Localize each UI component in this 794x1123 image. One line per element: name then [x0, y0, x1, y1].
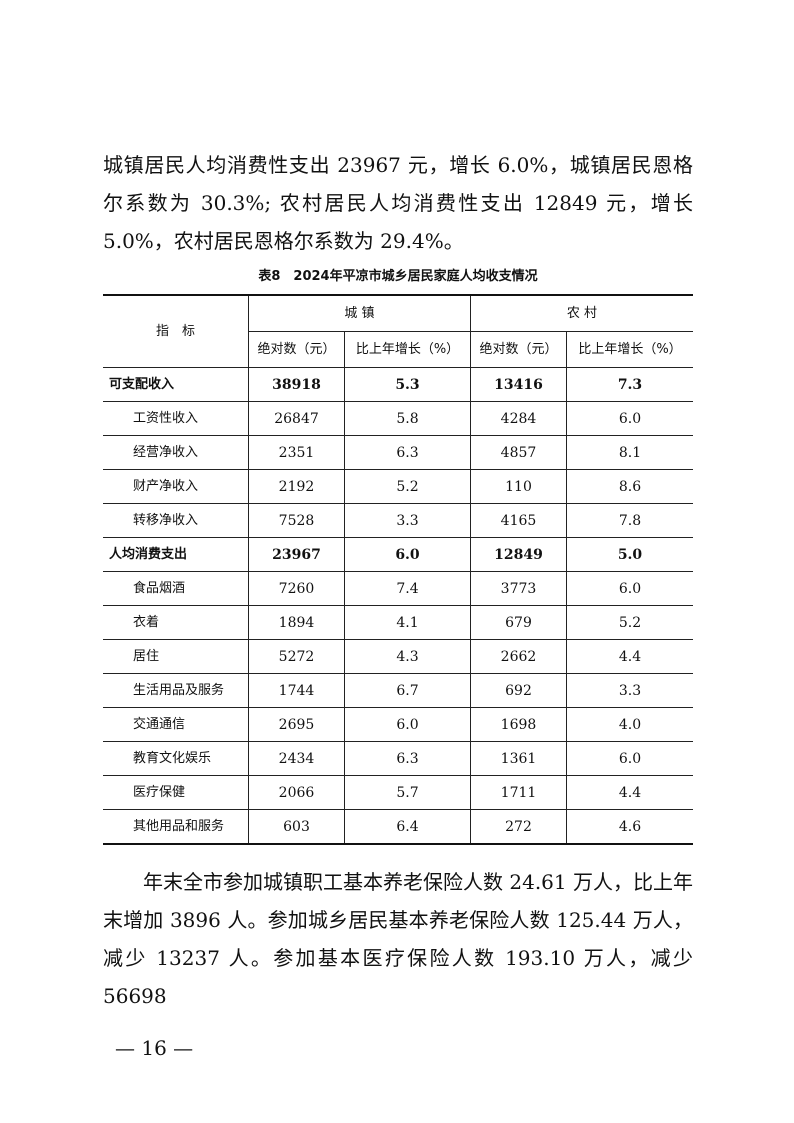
row-label: 衣着 — [103, 605, 249, 640]
urban-abs: 1744 — [248, 673, 345, 708]
urban-growth: 6.0 — [344, 707, 471, 742]
rural-abs: 2662 — [470, 639, 567, 674]
rural-growth: 6.0 — [566, 571, 693, 606]
row-label: 食品烟酒 — [103, 571, 249, 606]
table-caption: 表8 2024年平凉市城乡居民家庭人均收支情况 — [258, 269, 538, 284]
rural-abs: 12849 — [470, 537, 567, 572]
urban-growth: 5.2 — [344, 469, 471, 504]
rural-abs: 692 — [470, 673, 567, 708]
rural-growth: 4.4 — [566, 639, 693, 674]
urban-growth: 5.7 — [344, 775, 471, 810]
rural-abs: 1698 — [470, 707, 567, 742]
rural-growth: 4.6 — [566, 809, 693, 845]
row-label: 人均消费支出 — [103, 537, 249, 572]
row-label: 居住 — [103, 639, 249, 674]
paragraph-text: 年末全市参加城镇职工基本养老保险人数 24.61 万人，比上年末增加 3896 … — [103, 870, 693, 1008]
urban-abs: 26847 — [248, 401, 345, 436]
table-row: 衣着 1894 4.1 679 5.2 — [103, 605, 693, 640]
row-label: 经营净收入 — [103, 435, 249, 470]
row-label: 可支配收入 — [103, 367, 249, 402]
urban-growth: 6.3 — [344, 741, 471, 776]
rural-abs: 679 — [470, 605, 567, 640]
row-label: 工资性收入 — [103, 401, 249, 436]
table-row: 教育文化娱乐 2434 6.3 1361 6.0 — [103, 741, 693, 776]
table-row: 财产净收入 2192 5.2 110 8.6 — [103, 469, 693, 504]
table-row: 居住 5272 4.3 2662 4.4 — [103, 639, 693, 674]
urban-abs: 603 — [248, 809, 345, 845]
table-row: 人均消费支出 23967 6.0 12849 5.0 — [103, 537, 693, 572]
header-rural-abs: 绝对数（元） — [470, 331, 567, 368]
urban-growth: 6.3 — [344, 435, 471, 470]
table-row: 食品烟酒 7260 7.4 3773 6.0 — [103, 571, 693, 606]
urban-abs: 5272 — [248, 639, 345, 674]
rural-growth: 8.6 — [566, 469, 693, 504]
urban-abs: 38918 — [248, 367, 345, 402]
table-row: 转移净收入 7528 3.3 4165 7.8 — [103, 503, 693, 538]
rural-abs: 272 — [470, 809, 567, 845]
rural-growth: 6.0 — [566, 401, 693, 436]
urban-growth: 6.0 — [344, 537, 471, 572]
rural-growth: 7.8 — [566, 503, 693, 538]
row-label: 医疗保健 — [103, 775, 249, 810]
header-rural: 农 村 — [470, 294, 693, 332]
header-indicator: 指 标 — [103, 294, 249, 368]
rural-growth: 4.0 — [566, 707, 693, 742]
urban-growth: 5.8 — [344, 401, 471, 436]
table-row: 经营净收入 2351 6.3 4857 8.1 — [103, 435, 693, 470]
page-number: — 16 — — [115, 1036, 194, 1060]
urban-growth: 3.3 — [344, 503, 471, 538]
urban-growth: 7.4 — [344, 571, 471, 606]
row-label: 生活用品及服务 — [103, 673, 249, 708]
urban-abs: 2434 — [248, 741, 345, 776]
urban-abs: 2066 — [248, 775, 345, 810]
rural-abs: 4857 — [470, 435, 567, 470]
table-row: 医疗保健 2066 5.7 1711 4.4 — [103, 775, 693, 810]
row-label: 财产净收入 — [103, 469, 249, 504]
row-label: 交通通信 — [103, 707, 249, 742]
header-urban: 城 镇 — [248, 294, 471, 332]
rural-growth: 6.0 — [566, 741, 693, 776]
header-urban-abs: 绝对数（元） — [248, 331, 345, 368]
urban-growth: 6.7 — [344, 673, 471, 708]
income-expenditure-table: 指 标 城 镇 农 村 绝对数（元） 比上年增长（%） 绝对数（元） 比上年增长… — [103, 294, 693, 845]
urban-growth: 4.1 — [344, 605, 471, 640]
header-rural-growth: 比上年增长（%） — [566, 331, 693, 368]
rural-growth: 5.2 — [566, 605, 693, 640]
rural-abs: 3773 — [470, 571, 567, 606]
table-row: 工资性收入 26847 5.8 4284 6.0 — [103, 401, 693, 436]
urban-abs: 2351 — [248, 435, 345, 470]
paragraph-text: 城镇居民人均消费性支出 23967 元，增长 6.0%，城镇居民恩格尔系数为 3… — [103, 153, 693, 253]
rural-growth: 5.0 — [566, 537, 693, 572]
urban-growth: 5.3 — [344, 367, 471, 402]
header-urban-growth: 比上年增长（%） — [344, 331, 471, 368]
urban-abs: 23967 — [248, 537, 345, 572]
rural-abs: 1361 — [470, 741, 567, 776]
table-row: 可支配收入 38918 5.3 13416 7.3 — [103, 367, 693, 402]
table-row: 交通通信 2695 6.0 1698 4.0 — [103, 707, 693, 742]
urban-growth: 6.4 — [344, 809, 471, 845]
rural-growth: 8.1 — [566, 435, 693, 470]
row-label: 其他用品和服务 — [103, 809, 249, 845]
rural-growth: 3.3 — [566, 673, 693, 708]
paragraph-insurance: 年末全市参加城镇职工基本养老保险人数 24.61 万人，比上年末增加 3896 … — [103, 863, 693, 1015]
urban-abs: 7260 — [248, 571, 345, 606]
urban-abs: 7528 — [248, 503, 345, 538]
urban-abs: 1894 — [248, 605, 345, 640]
rural-abs: 4284 — [470, 401, 567, 436]
urban-abs: 2192 — [248, 469, 345, 504]
rural-abs: 13416 — [470, 367, 567, 402]
row-label: 转移净收入 — [103, 503, 249, 538]
table-row: 其他用品和服务 603 6.4 272 4.6 — [103, 809, 693, 845]
rural-growth: 7.3 — [566, 367, 693, 402]
rural-abs: 4165 — [470, 503, 567, 538]
rural-abs: 110 — [470, 469, 567, 504]
paragraph-consumption: 城镇居民人均消费性支出 23967 元，增长 6.0%，城镇居民恩格尔系数为 3… — [103, 146, 693, 260]
rural-abs: 1711 — [470, 775, 567, 810]
urban-abs: 2695 — [248, 707, 345, 742]
table-row: 生活用品及服务 1744 6.7 692 3.3 — [103, 673, 693, 708]
rural-growth: 4.4 — [566, 775, 693, 810]
row-label: 教育文化娱乐 — [103, 741, 249, 776]
urban-growth: 4.3 — [344, 639, 471, 674]
